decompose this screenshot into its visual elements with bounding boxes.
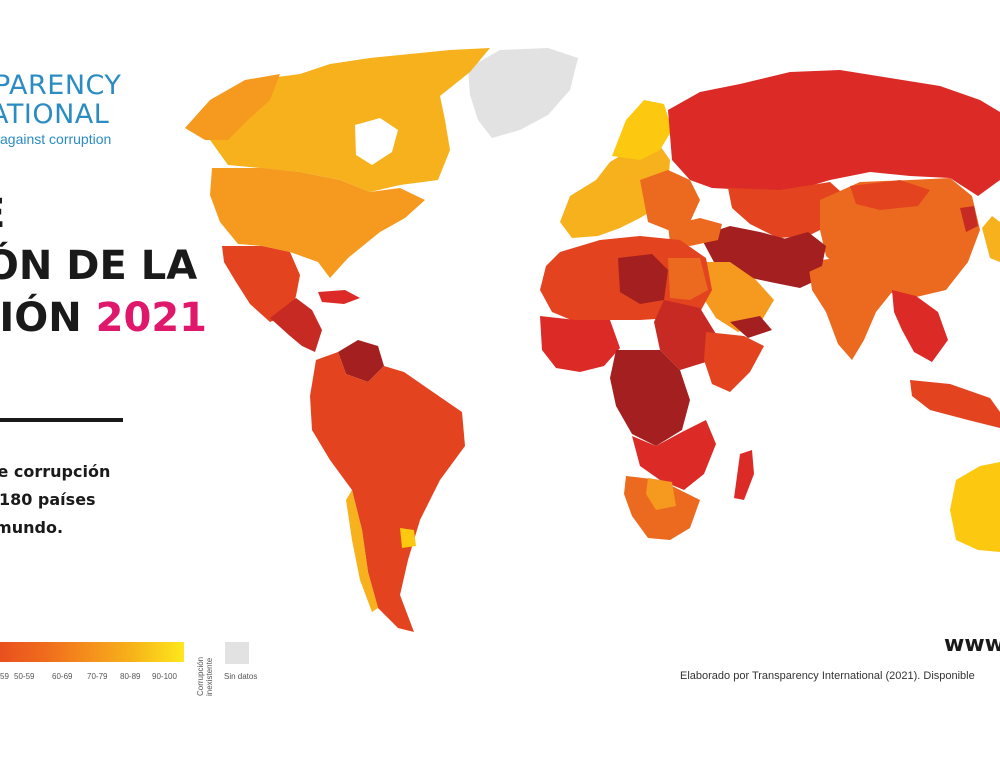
no-data-swatch	[225, 642, 249, 664]
japan	[982, 216, 1000, 262]
australia	[950, 462, 1000, 552]
source-credit: Elaborado por Transparency International…	[680, 670, 975, 682]
central-africa	[610, 350, 690, 446]
central-america	[270, 298, 322, 352]
mongolia	[850, 180, 930, 210]
europe	[560, 140, 670, 238]
title-divider	[0, 418, 123, 422]
description: de corrupción n 180 países l mundo.	[0, 458, 110, 542]
yemen	[730, 316, 772, 338]
description-line-2: n 180 países	[0, 490, 96, 509]
chile	[346, 490, 378, 612]
mexico	[222, 246, 300, 322]
title-line-2: IÓN DE LA	[0, 243, 198, 289]
legend-label-2: 60-69	[52, 672, 73, 681]
title-line-1: E	[0, 188, 207, 240]
usa	[210, 168, 425, 278]
legend-color-scale	[0, 642, 184, 662]
middle-east-dark	[700, 226, 826, 288]
title-year: 2021	[95, 295, 207, 341]
india	[808, 258, 892, 360]
greenland	[468, 48, 578, 138]
korea	[960, 206, 978, 232]
arabia	[698, 262, 774, 332]
legend-label-3: 70-79	[87, 672, 108, 681]
caribbean	[318, 290, 360, 304]
eastern-europe	[640, 170, 700, 230]
alaska	[185, 74, 280, 140]
description-line-1: de corrupción	[0, 462, 111, 481]
logo-line-1: PARENCY	[0, 70, 122, 101]
legend-special-label: Corrupción inexistente	[196, 656, 214, 696]
venezuela	[338, 340, 384, 382]
turkey	[668, 218, 722, 246]
central-asia	[728, 182, 850, 238]
madagascar	[734, 450, 754, 500]
canada	[210, 48, 490, 192]
scandinavia	[612, 100, 672, 160]
horn-of-africa	[704, 332, 764, 392]
poster-title: E IÓN DE LA CIÓN 2021	[0, 188, 207, 344]
indonesia	[910, 380, 1000, 428]
libya	[618, 254, 668, 304]
west-africa	[540, 316, 620, 372]
russia	[668, 70, 1000, 196]
pakistan-afghanistan	[780, 232, 826, 276]
legend-label-4: 80-89	[120, 672, 141, 681]
description-line-3: l mundo.	[0, 518, 64, 537]
legend-label-1: 50-59	[14, 672, 35, 681]
uruguay	[400, 528, 416, 548]
hudson-bay	[355, 118, 398, 165]
no-data-label: Sin datos	[224, 672, 258, 681]
southeast-asia	[892, 290, 948, 362]
legend-label-5: 90-100	[152, 672, 177, 681]
website-url[interactable]: www.	[944, 632, 1000, 657]
sudan	[654, 300, 716, 370]
logo-tagline: against corruption	[0, 131, 112, 147]
legend-label-0: 59	[0, 672, 9, 681]
egypt	[668, 258, 708, 300]
transparency-international-logo: PARENCY ATIONAL against corruption	[0, 72, 121, 146]
southern-central-africa	[632, 420, 716, 490]
botswana	[646, 478, 676, 510]
logo-line-2: ATIONAL	[0, 99, 110, 130]
title-line-3: CIÓN 2021	[0, 292, 207, 344]
title-line-3-text: CIÓN	[0, 295, 82, 341]
south-america	[310, 352, 465, 632]
